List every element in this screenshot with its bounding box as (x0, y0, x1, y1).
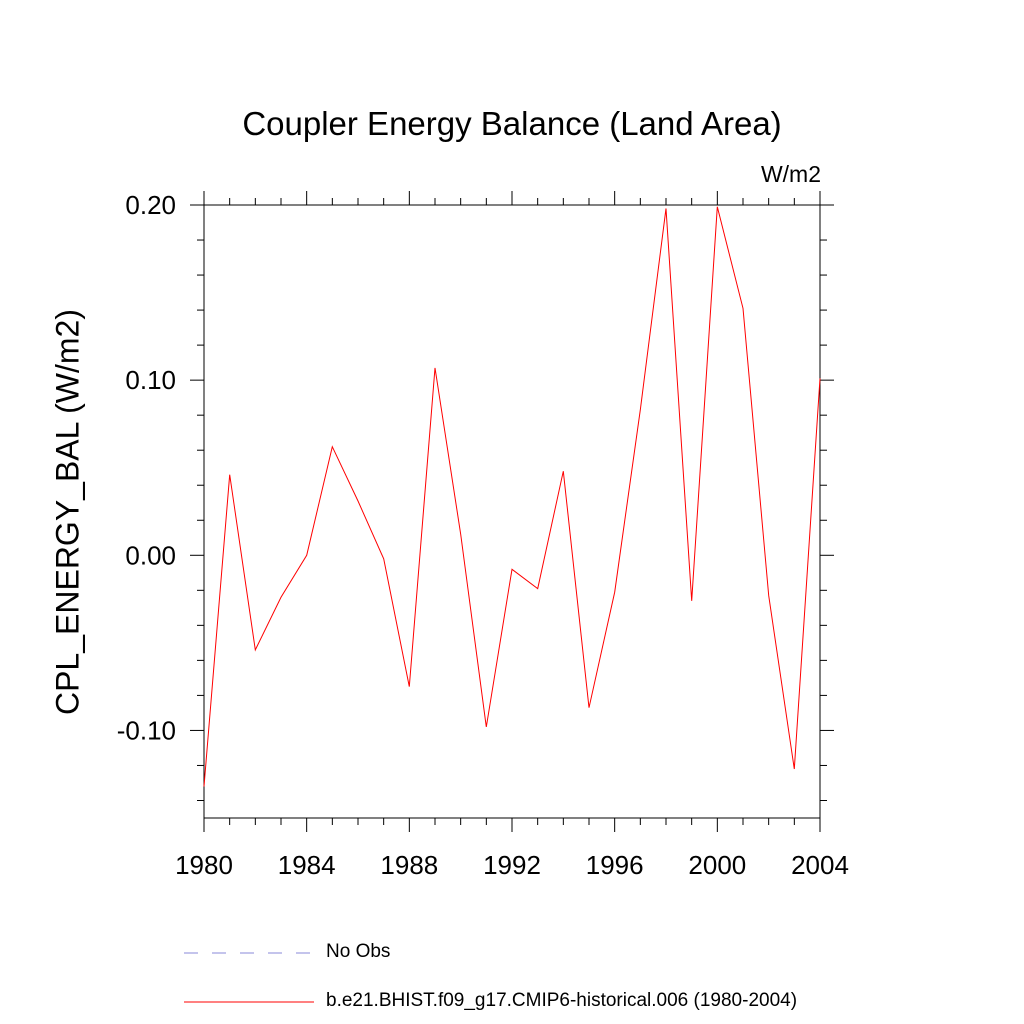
series-line (203, 206, 821, 787)
x-tick-label: 1984 (278, 850, 336, 880)
chart-title: Coupler Energy Balance (Land Area) (242, 105, 782, 142)
series-lines (203, 206, 821, 787)
axis-ticks (190, 191, 834, 832)
x-tick-label: 2004 (791, 850, 849, 880)
y-tick-label: 0.20 (125, 190, 176, 220)
y-tick-label: 0.10 (125, 365, 176, 395)
y-tick-label: 0.00 (125, 540, 176, 570)
legend-label-no-obs: No Obs (326, 941, 391, 962)
legend-label-model: b.e21.BHIST.f09_g17.CMIP6-historical.006… (326, 990, 798, 1011)
axis-tick-labels: 1980 1984 1988 1992 1996 2000 2004 0.20 0.10 0.00… (117, 190, 849, 880)
y-tick-label: -0.10 (117, 715, 176, 745)
y-axis-label: CPL_ENERGY_BAL (W/m2) (49, 308, 86, 716)
x-tick-label: 2000 (688, 850, 746, 880)
x-tick-label: 1992 (483, 850, 541, 880)
x-tick-label: 1996 (586, 850, 644, 880)
x-tick-label: 1988 (380, 850, 438, 880)
plot-frame (203, 204, 821, 819)
x-tick-label: 1980 (175, 850, 233, 880)
units-label: W/m2 (760, 161, 821, 187)
legend-lines (184, 952, 314, 1003)
